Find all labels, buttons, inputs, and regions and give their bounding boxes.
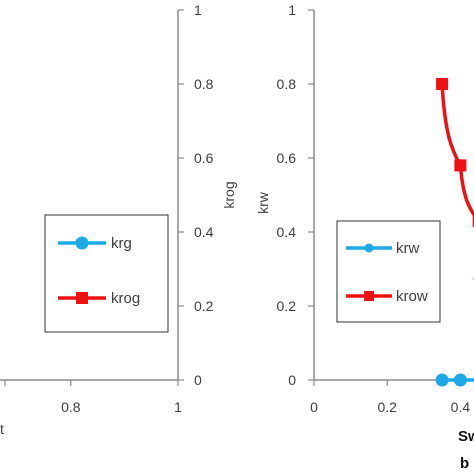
x-tick-label: 0 xyxy=(310,399,318,415)
legend-label-krw: krw xyxy=(396,240,419,257)
series-line-krow xyxy=(440,83,474,281)
x-tick-label: 1 xyxy=(174,399,182,415)
legend-label-krog: krog xyxy=(111,290,140,307)
right-chart-panel: 0 0.2 0.4 0.6 0.8 1 krw 0 0.2 0.4 krw krow Sw b xyxy=(255,2,474,472)
right-y-tick-label: 0.8 xyxy=(194,76,214,92)
legend-marker xyxy=(76,292,88,304)
y-tick-label: 0.4 xyxy=(277,224,297,240)
y-axis-title: krw xyxy=(255,191,271,214)
data-point-krow xyxy=(454,159,467,172)
x-axis-title-cut: t xyxy=(0,421,4,437)
y-tick-label: 0 xyxy=(288,372,296,388)
x-tick-label: 0.2 xyxy=(377,399,397,415)
right-y-tick-label: 0 xyxy=(194,372,202,388)
data-point-krow xyxy=(472,214,474,227)
legend: krg krog xyxy=(44,214,169,333)
y-tick-label: 0.8 xyxy=(277,76,297,92)
right-y-axis-title: krog xyxy=(221,181,237,208)
legend-marker xyxy=(364,291,374,301)
y-tick-label: 0.6 xyxy=(277,150,297,166)
legend-marker xyxy=(75,236,89,250)
y-tick-label: 1 xyxy=(288,2,296,18)
data-point-krw xyxy=(435,373,449,387)
y-tick-label: 0.2 xyxy=(277,298,297,314)
panel-label-cut: b xyxy=(460,455,469,472)
right-y-tick-label: 1 xyxy=(194,2,202,18)
legend-marker xyxy=(364,243,374,253)
data-point-krow xyxy=(436,78,449,90)
data-point-krw xyxy=(453,373,467,387)
right-y-tick-label: 0.6 xyxy=(194,150,214,166)
x-axis-title-cut: Sw xyxy=(458,428,474,445)
legend-box xyxy=(336,220,441,323)
legend: krw krow xyxy=(336,220,441,323)
legend-box xyxy=(44,214,169,333)
x-tick-label: 0.8 xyxy=(61,399,81,415)
right-y-tick-label: 0.2 xyxy=(194,298,214,314)
legend-label-krow: krow xyxy=(396,288,428,305)
right-y-tick-label: 0.4 xyxy=(194,224,214,240)
legend-label-krg: krg xyxy=(111,235,132,252)
x-tick-label: 0.4 xyxy=(451,399,471,415)
